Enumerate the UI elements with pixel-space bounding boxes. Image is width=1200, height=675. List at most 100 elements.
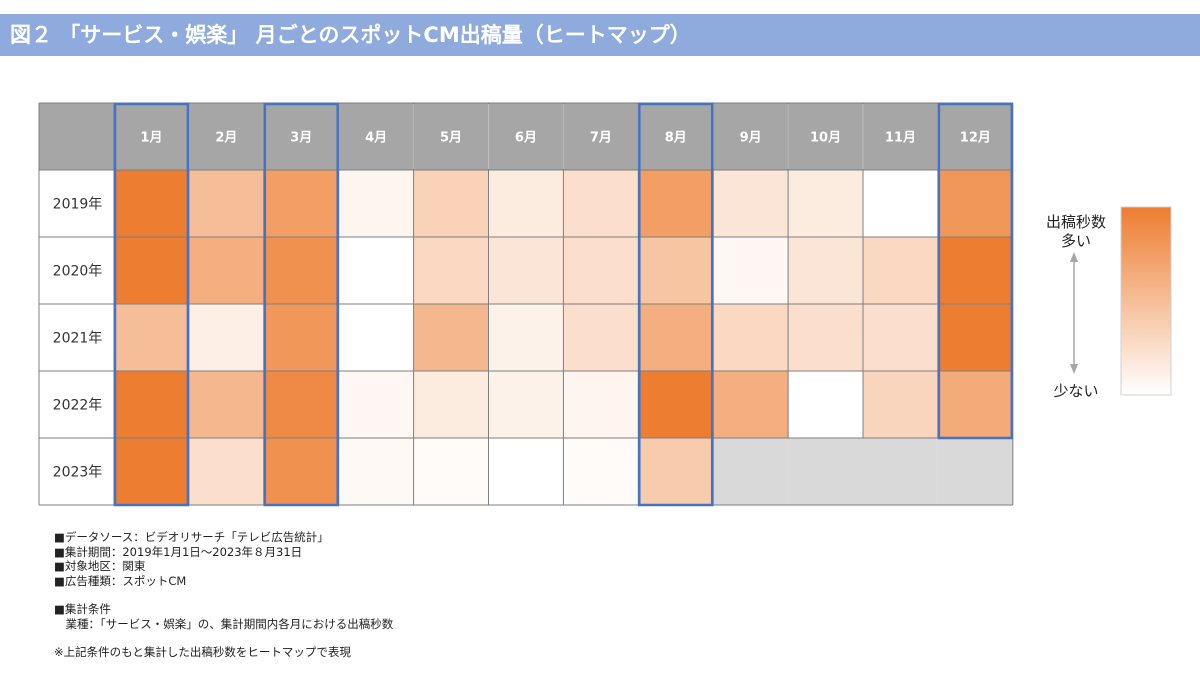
heatmap-cell xyxy=(188,371,264,438)
heatmap-cell xyxy=(788,304,863,371)
heatmap-cell xyxy=(788,170,863,237)
heatmap-cell xyxy=(114,304,189,371)
heatmap-cell xyxy=(488,170,564,237)
heatmap-cell xyxy=(413,371,489,438)
heatmap-cell-no-data xyxy=(937,438,1013,505)
row-label: 2020年 xyxy=(53,264,103,280)
page-title: 図２ 「サービス・娯楽」 月ごとのスポットCM出稿量（ヒートマップ） xyxy=(0,14,1200,56)
heatmap-cell xyxy=(114,371,189,438)
legend-color-bar xyxy=(1120,206,1172,396)
heatmap-cell xyxy=(488,438,564,505)
column-header: 7月 xyxy=(590,131,612,146)
highlight-column-frame xyxy=(937,102,1014,440)
heatmap-cell xyxy=(713,237,789,304)
heatmap-cell xyxy=(338,170,414,237)
heatmap-cell xyxy=(413,170,489,237)
arrow-up-icon xyxy=(1070,252,1078,262)
heatmap-cell xyxy=(937,170,1013,237)
legend-title: 出稿秒数 xyxy=(1045,213,1106,231)
column-header: 12月 xyxy=(960,131,991,146)
heatmap-cell xyxy=(638,371,714,438)
heatmap-cell xyxy=(713,371,789,438)
heatmap-cell xyxy=(338,237,414,304)
heatmap-cell xyxy=(488,304,564,371)
heatmap-cell xyxy=(638,438,714,505)
heatmap-cell xyxy=(263,170,339,237)
source-notes: ■データソース：ビデオリサーチ「テレビ広告統計」 ■集計期間：2019年1月1日… xyxy=(54,530,393,660)
heatmap-cell xyxy=(713,170,789,237)
heatmap-cell xyxy=(188,304,264,371)
heatmap-cell xyxy=(263,237,339,304)
heatmap-cell xyxy=(114,438,189,505)
column-header: 9月 xyxy=(740,131,762,146)
heatmap-cell xyxy=(188,170,264,237)
note-line: ■広告種類：スポットCM xyxy=(54,573,187,588)
column-header: 10月 xyxy=(810,131,841,146)
heatmap-cell xyxy=(563,170,639,237)
column-header: 4月 xyxy=(365,131,387,146)
legend-high-label: 多い xyxy=(1060,232,1091,250)
arrow-down-icon xyxy=(1070,364,1078,374)
row-label: 2019年 xyxy=(53,197,103,213)
heatmap-cell xyxy=(488,237,564,304)
heatmap-cell xyxy=(937,371,1013,438)
heatmap-cell xyxy=(413,304,489,371)
note-spacer xyxy=(54,631,393,645)
note-line: ※上記条件のもと集計した出稿秒数をヒートマップで表現 xyxy=(54,645,351,659)
heatmap-cell xyxy=(338,438,414,505)
column-header: 2月 xyxy=(215,131,237,146)
heatmap-cell xyxy=(488,371,564,438)
heatmap-cell xyxy=(114,237,189,304)
column-header: 1月 xyxy=(140,131,162,146)
heatmap-cell xyxy=(263,304,339,371)
column-header: 5月 xyxy=(440,131,462,146)
heatmap-cell xyxy=(863,170,938,237)
heatmap-cell xyxy=(638,237,714,304)
heatmap-cell-no-data xyxy=(788,438,863,505)
heatmap-cell xyxy=(863,237,938,304)
heatmap-cell xyxy=(413,438,489,505)
heatmap-cell xyxy=(563,304,639,371)
row-label: 2022年 xyxy=(53,398,103,414)
row-label: 2023年 xyxy=(53,465,103,481)
note-line: ■対象地区：関東 xyxy=(54,559,146,573)
heatmap-cell xyxy=(937,304,1013,371)
heatmap-cell xyxy=(338,304,414,371)
heatmap-cell xyxy=(937,237,1013,304)
heatmap-cell xyxy=(563,237,639,304)
note-line: 業種：「サービス・娯楽」の、集計期間内各月における出稿秒数 xyxy=(54,616,394,631)
note-spacer xyxy=(54,588,393,602)
heatmap-cell-no-data xyxy=(863,438,938,505)
highlight-column-frame xyxy=(263,102,339,507)
heatmap-cell xyxy=(263,438,339,505)
legend-low-label: 少ない xyxy=(1053,382,1099,400)
heatmap-cell xyxy=(788,371,863,438)
heatmap-cell xyxy=(413,237,489,304)
heatmap-cell xyxy=(713,304,789,371)
note-line: ■データソース：ビデオリサーチ「テレビ広告統計」 xyxy=(54,530,329,544)
highlight-column-frame xyxy=(113,102,190,507)
heatmap-cell xyxy=(188,237,264,304)
row-label: 2021年 xyxy=(53,331,103,347)
header-row xyxy=(39,103,1013,170)
column-header: 6月 xyxy=(515,131,537,146)
heatmap-cell xyxy=(788,237,863,304)
heatmap-cell xyxy=(563,371,639,438)
heatmap-cell-no-data xyxy=(713,438,789,505)
heatmap-cell xyxy=(338,371,414,438)
note-line: ■集計条件 xyxy=(54,602,111,616)
heatmap-cell xyxy=(263,371,339,438)
highlight-column-frame xyxy=(638,102,714,507)
heatmap-cell xyxy=(863,371,938,438)
heatmap-cell xyxy=(863,304,938,371)
heatmap-cell xyxy=(638,170,714,237)
heatmap-cell xyxy=(114,170,189,237)
column-header: 11月 xyxy=(885,131,916,146)
heatmap-cell xyxy=(188,438,264,505)
heatmap-cell xyxy=(638,304,714,371)
column-header: 3月 xyxy=(290,131,312,146)
heatmap-cell xyxy=(563,438,639,505)
note-line: ■集計期間：2019年1月1日～2023年８月31日 xyxy=(54,544,303,559)
column-header: 8月 xyxy=(665,131,687,146)
